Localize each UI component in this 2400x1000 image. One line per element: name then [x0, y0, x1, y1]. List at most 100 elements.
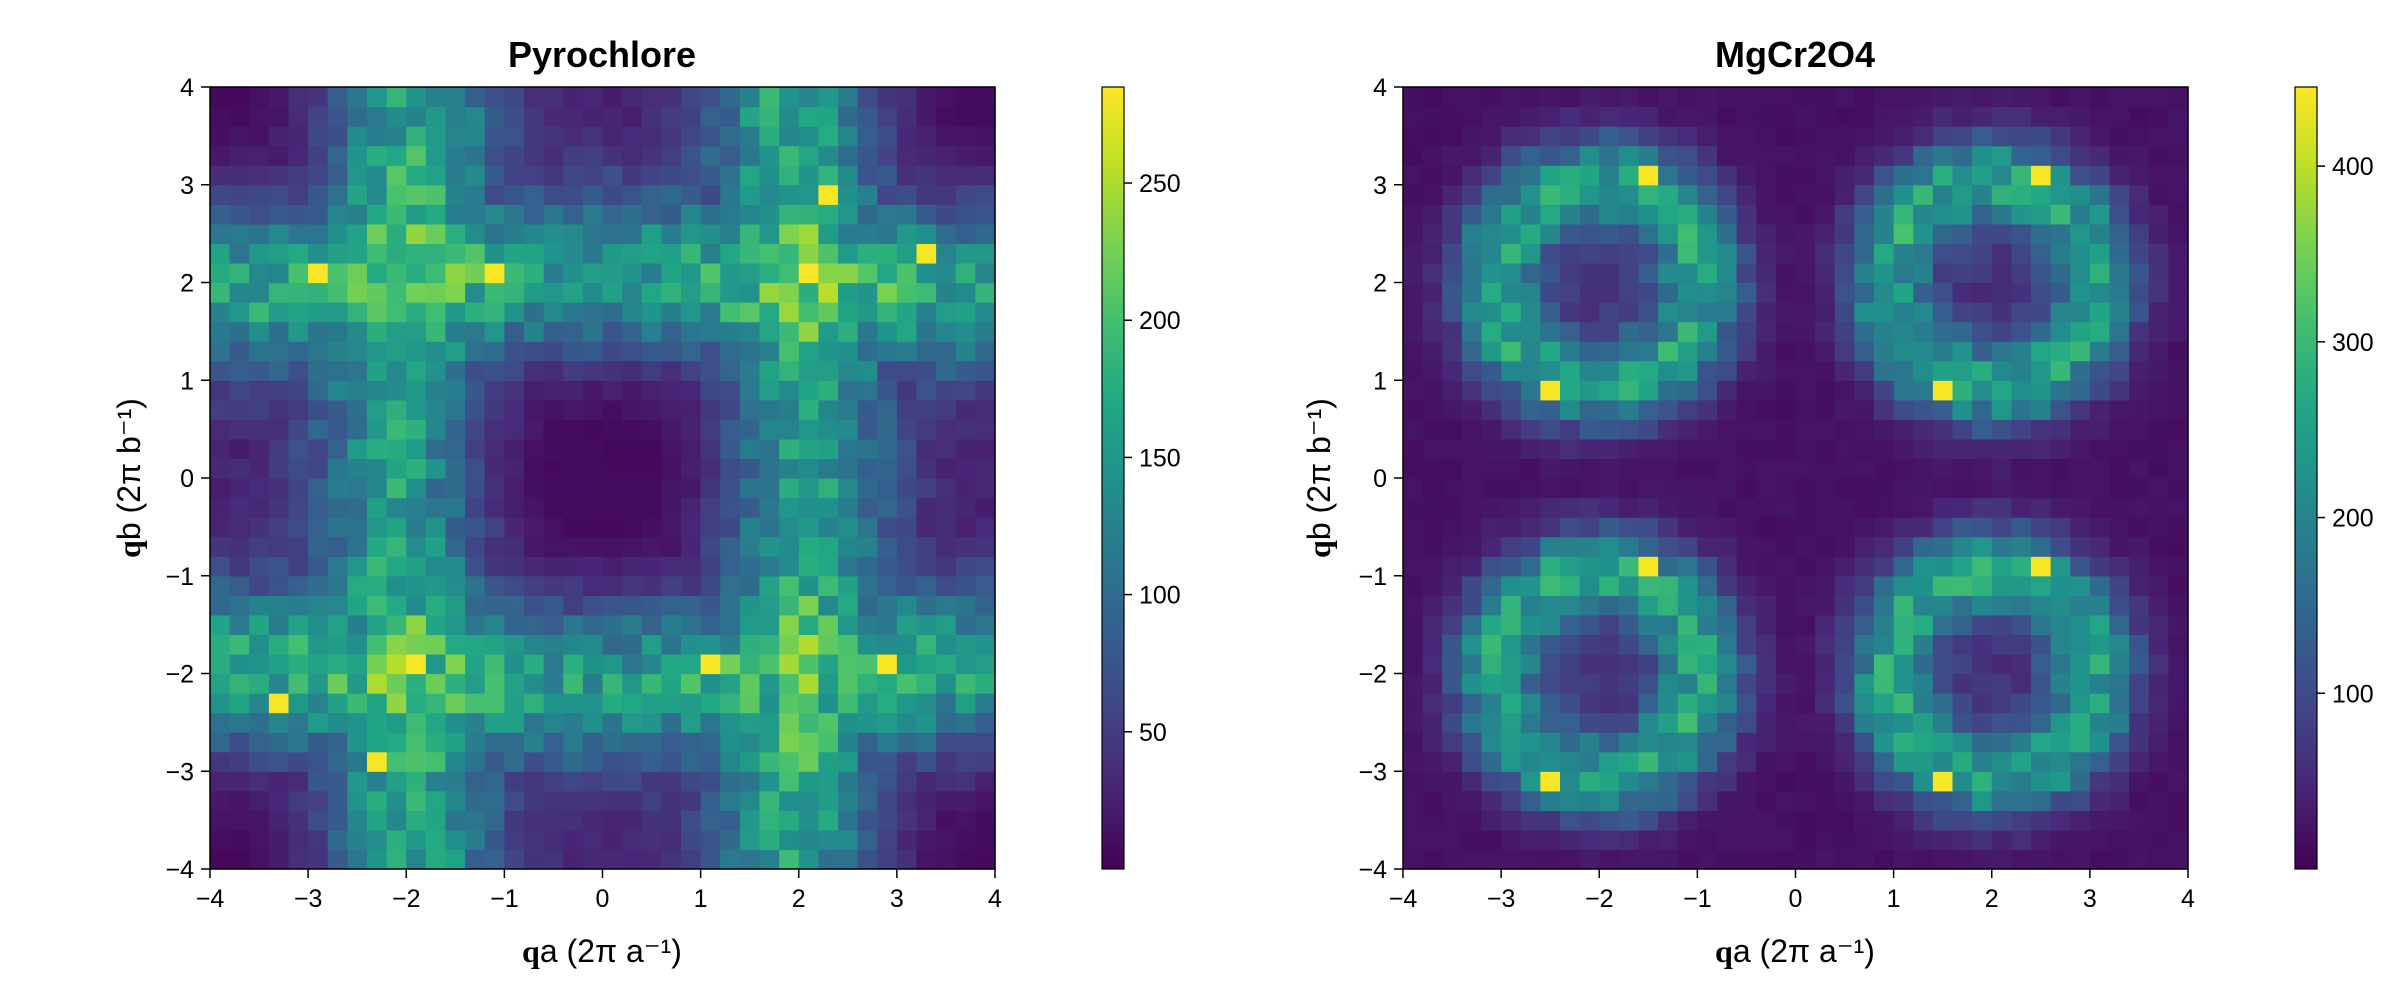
heatmap-cell — [1599, 223, 1620, 244]
heatmap-cell — [1893, 478, 1914, 499]
heatmap-cell — [838, 262, 859, 284]
heatmap-cell — [622, 282, 643, 303]
heatmap-cell — [582, 145, 604, 166]
x-axis: −4 −3 −2 −1 0 1 2 3 4 — [196, 869, 1002, 913]
heatmap-cell — [582, 302, 604, 323]
heatmap-cell — [877, 673, 898, 694]
heatmap-cell — [1913, 673, 1934, 694]
heatmap-cell — [1560, 243, 1581, 264]
heatmap-cell — [1913, 321, 1934, 342]
heatmap-cell — [681, 536, 702, 557]
heatmap-cell — [955, 478, 976, 499]
heatmap-cell — [406, 145, 427, 166]
heatmap-cell — [2109, 810, 2130, 831]
heatmap-cell — [1815, 751, 1836, 772]
heatmap-cell — [1403, 126, 1424, 147]
heatmap-cell — [2129, 87, 2150, 108]
heatmap-cell — [877, 341, 898, 362]
heatmap-cell — [2129, 634, 2150, 655]
heatmap-cell — [2089, 614, 2111, 635]
heatmap-cell — [445, 165, 466, 186]
heatmap-cell — [425, 399, 447, 420]
heatmap-cell — [1932, 536, 1954, 557]
heatmap-cell — [1893, 184, 1914, 205]
heatmap-cell — [1932, 106, 1954, 127]
heatmap-cell — [1599, 399, 1620, 420]
heatmap-cell — [838, 693, 859, 714]
heatmap-cell — [327, 732, 348, 753]
heatmap-cell — [1756, 653, 1777, 675]
heatmap-cell — [445, 262, 466, 284]
heatmap-cell — [955, 165, 976, 186]
heatmap-cell — [1893, 223, 1914, 244]
heatmap-cell — [955, 634, 976, 655]
heatmap-cell — [1736, 634, 1757, 655]
heatmap-cell — [1697, 595, 1718, 616]
heatmap-cell — [641, 87, 662, 108]
heatmap-cell — [1893, 243, 1914, 264]
heatmap-cell — [877, 165, 898, 186]
heatmap-cell — [936, 478, 957, 499]
heatmap-cell — [681, 262, 702, 284]
heatmap-cell — [838, 165, 859, 186]
heatmap-cell — [2070, 693, 2091, 714]
heatmap-cell — [1952, 732, 1973, 753]
heatmap-cell — [210, 810, 231, 831]
heatmap-cell — [641, 458, 662, 479]
heatmap-cell — [1520, 478, 1541, 499]
heatmap-cell — [759, 771, 780, 792]
heatmap-cell — [1677, 849, 1698, 870]
heatmap-cell — [1481, 165, 1502, 186]
heatmap-cell — [1932, 595, 1954, 616]
heatmap-cell — [1540, 438, 1561, 460]
heatmap-cell — [838, 614, 859, 635]
heatmap-cell — [798, 517, 819, 538]
heatmap-cell — [1952, 204, 1973, 225]
heatmap-cell — [504, 673, 525, 694]
heatmap-cell — [1795, 126, 1816, 147]
heatmap-cell — [563, 262, 584, 284]
heatmap-cell — [838, 771, 859, 792]
heatmap-cell — [327, 653, 348, 675]
heatmap-cell — [1952, 399, 1973, 420]
heatmap-cell — [936, 126, 957, 147]
heatmap-cell — [327, 595, 348, 616]
heatmap-cell — [622, 184, 643, 205]
heatmap-cell — [347, 419, 368, 440]
heatmap-cell — [268, 380, 290, 401]
heatmap-cell — [367, 321, 388, 342]
heatmap-cell — [622, 302, 643, 323]
heatmap-cell — [386, 243, 407, 264]
heatmap-cell — [1834, 634, 1855, 655]
heatmap-cell — [406, 536, 427, 557]
heatmap-cell — [1972, 556, 1993, 577]
heatmap-cell — [425, 458, 447, 479]
heatmap-cell — [1952, 243, 1973, 264]
y-axis-label-symbol: q — [1301, 540, 1337, 558]
heatmap-cell — [1442, 556, 1463, 577]
heatmap-cell — [425, 810, 447, 831]
heatmap-cell — [975, 126, 996, 147]
heatmap-cell — [484, 478, 505, 499]
heatmap-cell — [425, 145, 447, 166]
heatmap-cell — [1618, 262, 1640, 284]
heatmap-cell — [2089, 556, 2111, 577]
heatmap-cell — [1501, 497, 1522, 518]
heatmap-cell — [288, 458, 309, 479]
heatmap-cell — [1815, 223, 1836, 244]
heatmap-cell — [2070, 341, 2091, 362]
heatmap-cell — [720, 126, 741, 147]
heatmap-cell — [857, 321, 878, 342]
heatmap-cell — [2011, 87, 2032, 108]
heatmap-cell — [877, 614, 898, 635]
heatmap-cell — [504, 536, 525, 557]
heatmap-cell — [1697, 575, 1718, 596]
heatmap-cell — [1520, 458, 1541, 479]
heatmap-cell — [1422, 497, 1443, 518]
heatmap-cell — [2089, 693, 2111, 714]
heatmap-cell — [1756, 595, 1777, 616]
heatmap-cell — [1658, 243, 1679, 264]
heatmap-cell — [268, 419, 290, 440]
heatmap-cell — [2109, 282, 2130, 303]
heatmap-cell — [2089, 849, 2111, 870]
